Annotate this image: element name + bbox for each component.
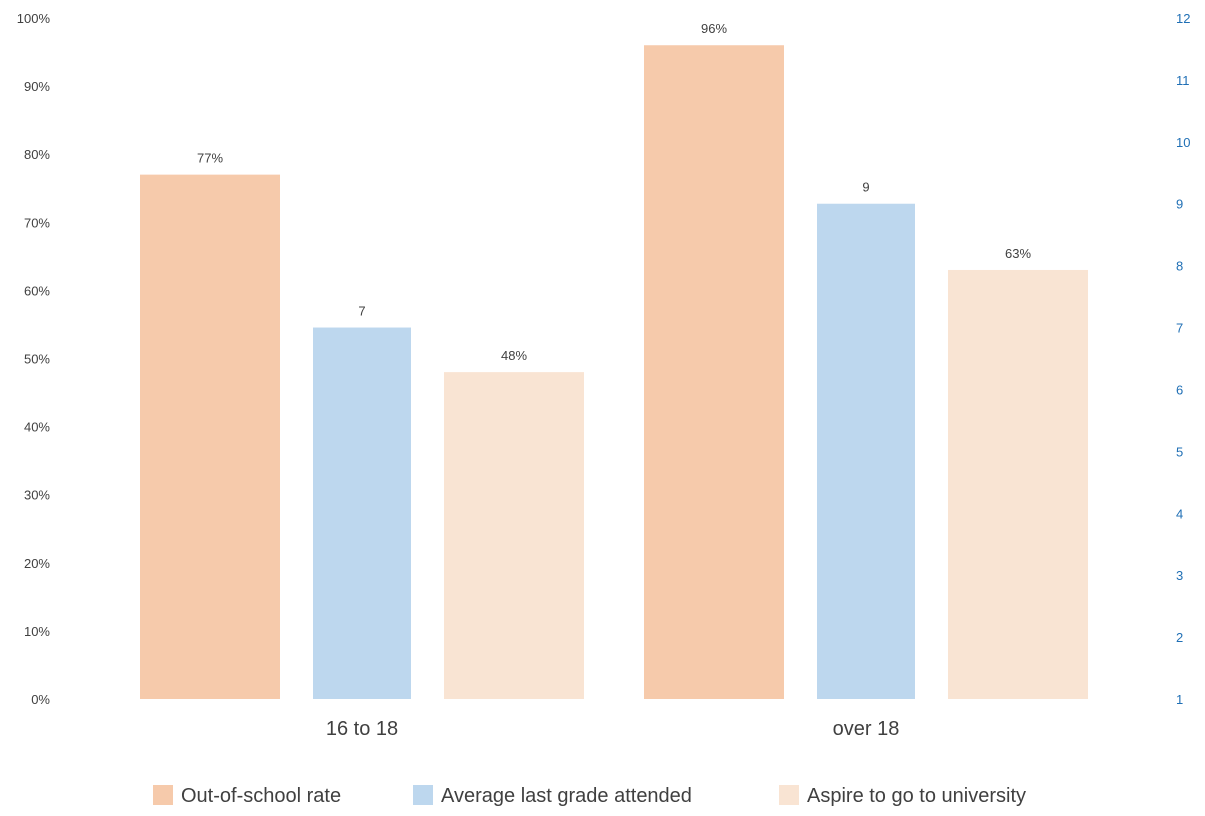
bar-data-label: 9 [862,180,869,195]
left-tick-label: 60% [24,283,50,298]
right-tick-label: 9 [1176,197,1183,212]
category-label: 16 to 18 [326,718,398,740]
left-tick-label: 30% [24,488,50,503]
data-labels-group: 77% 7 48% 96% 9 63% [197,21,1031,363]
left-tick-label: 90% [24,79,50,94]
legend: Out-of-school rate Average last grade att… [153,785,1026,807]
right-tick-label: 5 [1176,444,1183,459]
bar-aspire-to-go-to-university-16-to-18 [444,372,584,699]
bar-aspire-to-go-to-university-over-18 [948,269,1088,699]
legend-label: Average last grade attended [441,785,692,807]
left-tick-label: 40% [24,420,50,435]
left-tick-label: 80% [24,147,50,162]
legend-swatch [779,785,799,805]
left-tick-label: 20% [24,556,50,571]
bar-average-last-grade-attended-16-to-18 [313,327,411,699]
right-tick-label: 4 [1176,506,1183,521]
left-tick-label: 10% [24,624,50,639]
left-tick-label: 50% [24,352,50,367]
right-tick-label: 2 [1176,630,1183,645]
bar-data-label: 63% [1005,246,1031,261]
right-tick-label: 3 [1176,568,1183,583]
left-tick-label: 70% [24,215,50,230]
bar-data-label: 48% [501,348,527,363]
legend-swatch [153,785,173,805]
bar-out-of-school-rate-16-to-18 [140,174,280,699]
right-tick-label: 8 [1176,259,1183,274]
left-tick-label: 0% [31,692,50,707]
left-tick-label: 100% [17,11,51,26]
right-tick-label: 10 [1176,135,1190,150]
category-labels-group: 16 to 18 over 18 [326,718,900,740]
legend-swatch [413,785,433,805]
right-tick-label: 12 [1176,11,1190,26]
bar-data-label: 7 [358,304,365,319]
legend-label: Aspire to go to university [807,785,1026,807]
left-y-axis: 0% 10% 20% 30% 40% 50% 60% 70% 80% 90% 100% [17,11,51,707]
bar-data-label: 77% [197,151,223,166]
bars-group [140,45,1088,700]
right-tick-label: 6 [1176,382,1183,397]
right-tick-label: 11 [1176,73,1190,88]
right-tick-label: 1 [1176,692,1183,707]
legend-label: Out-of-school rate [181,785,341,807]
bar-data-label: 96% [701,21,727,36]
right-tick-label: 7 [1176,321,1183,336]
bar-out-of-school-rate-over-18 [644,45,784,700]
bar-average-last-grade-attended-over-18 [817,203,915,699]
category-label: over 18 [833,718,900,740]
